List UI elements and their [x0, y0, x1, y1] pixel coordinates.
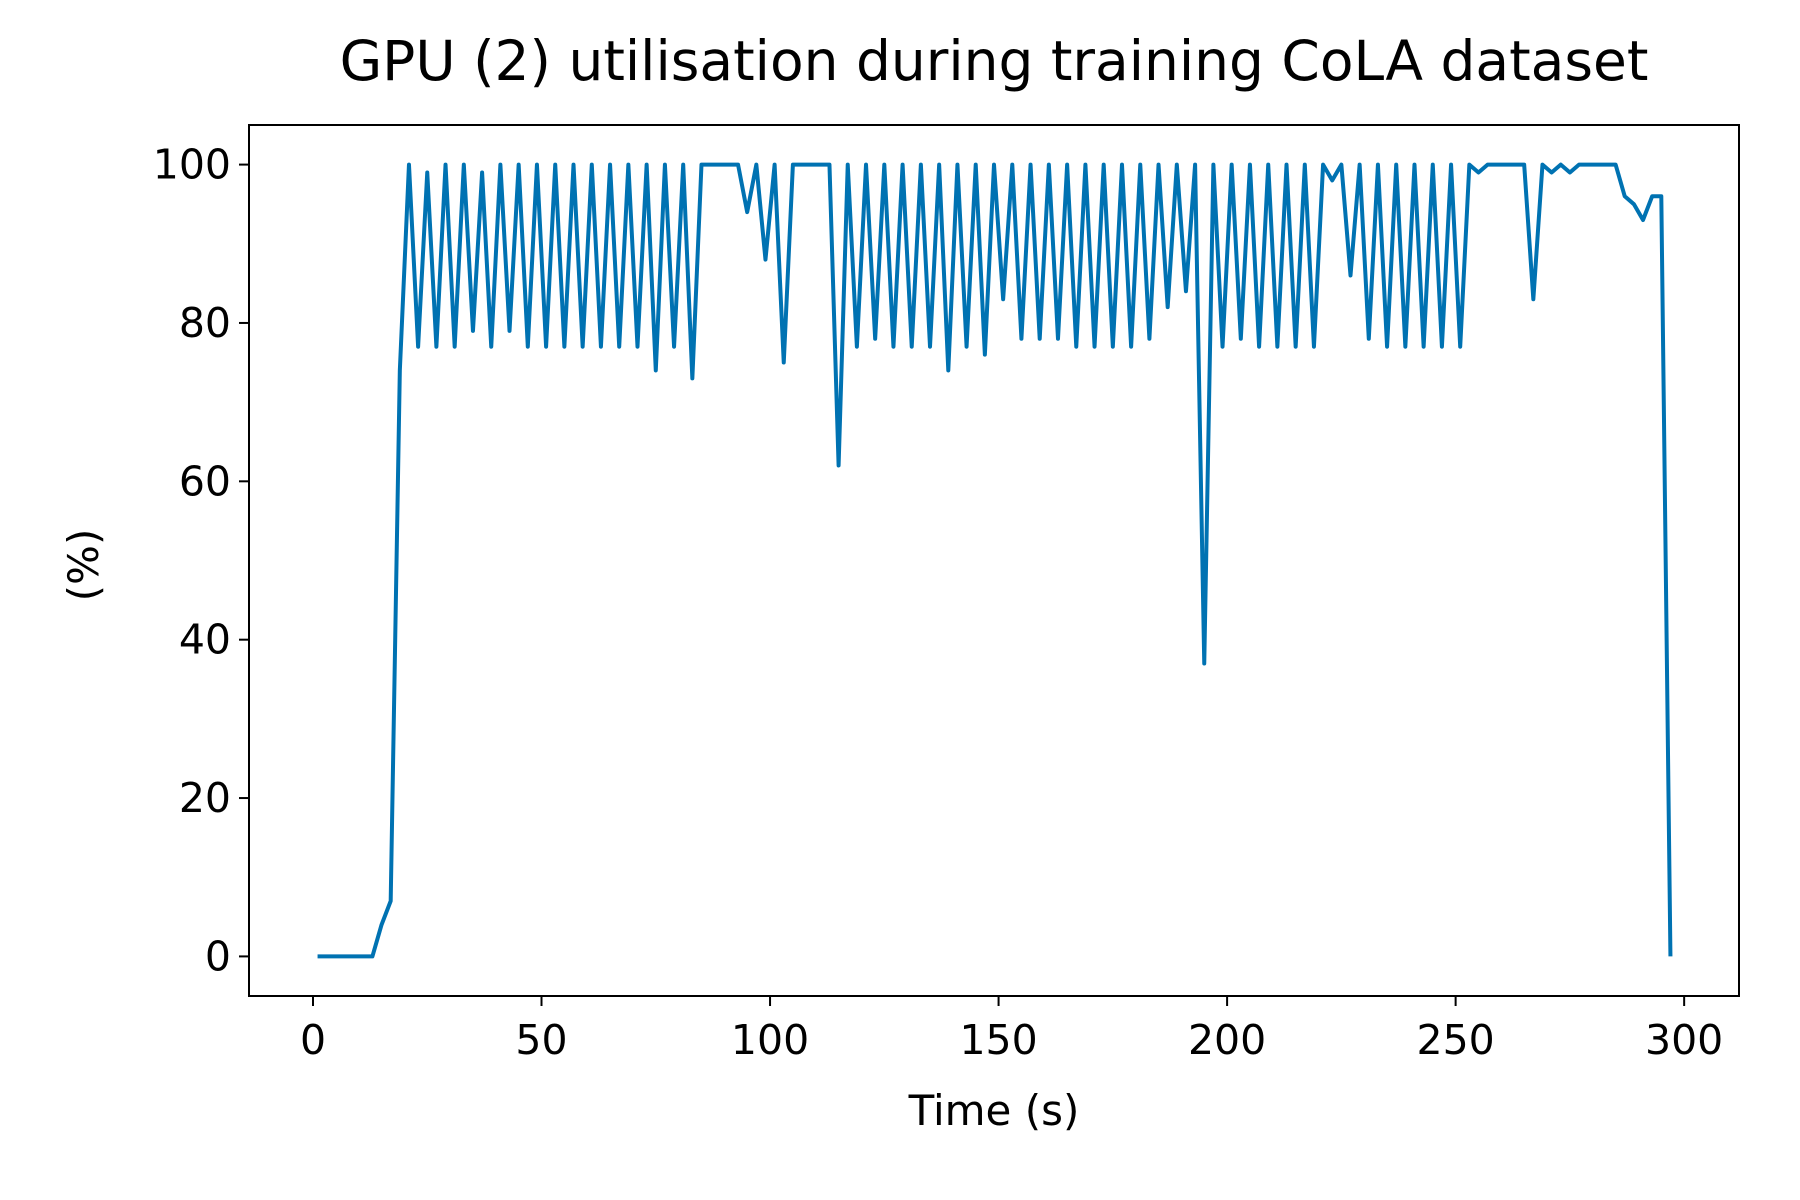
x-tick-label: 150 [959, 1016, 1037, 1064]
x-tick-label: 250 [1416, 1016, 1494, 1064]
x-axis-label: Time (s) [908, 1086, 1080, 1135]
y-tick-label: 20 [179, 774, 231, 822]
x-tick-label: 200 [1188, 1016, 1266, 1064]
y-tick-label: 100 [153, 141, 231, 189]
x-tick-label: 100 [731, 1016, 809, 1064]
chart-title: GPU (2) utilisation during training CoLA… [340, 29, 1649, 93]
plot-frame [248, 124, 1740, 997]
y-axis-label: (%) [59, 529, 108, 602]
x-tick-label: 50 [515, 1016, 567, 1064]
y-tick-label: 0 [205, 932, 231, 980]
y-tick-label: 40 [179, 616, 231, 664]
y-tick-label: 60 [179, 457, 231, 505]
x-tick-label: 0 [300, 1016, 326, 1064]
line [317, 162, 1673, 959]
y-tick-label: 80 [179, 299, 231, 347]
x-tick-label: 300 [1645, 1016, 1723, 1064]
